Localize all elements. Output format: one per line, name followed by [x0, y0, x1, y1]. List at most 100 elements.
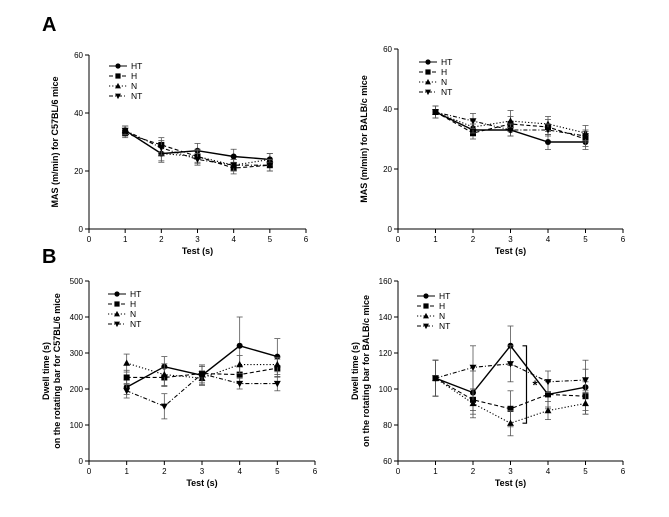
data-point — [582, 377, 589, 384]
x-tick-label: 0 — [87, 467, 92, 476]
y-tick-label: 400 — [70, 313, 84, 322]
x-tick-label: 0 — [396, 235, 401, 244]
y-tick-label: 0 — [79, 225, 84, 234]
data-point — [230, 153, 237, 160]
data-point — [123, 359, 131, 366]
x-tick-label: 3 — [508, 235, 513, 244]
data-point — [507, 117, 514, 124]
legend-marker — [115, 82, 121, 89]
chart-bottom-left: 0 1 2 3 4 5 6 0 100 200 300 400 500 Test (s) Dwell tim… — [41, 277, 318, 488]
legend-marker — [423, 293, 429, 299]
data-point — [507, 361, 514, 368]
legend-label: NT — [130, 319, 141, 329]
series-line — [126, 367, 278, 379]
x-tick-label: 5 — [268, 235, 273, 244]
data-point — [274, 353, 281, 360]
x-tick-label: 6 — [313, 467, 318, 476]
legend-marker — [115, 73, 121, 79]
data-point — [432, 109, 439, 116]
y-tick-label: 160 — [379, 277, 393, 286]
x-tick-label: 4 — [546, 467, 551, 476]
y-axis-title: MAS (m/min) for BALB/c mice — [359, 75, 369, 203]
y-tick-label: 100 — [379, 385, 393, 394]
series-nt — [432, 105, 589, 143]
legend-marker — [425, 69, 431, 75]
x-tick-label: 6 — [621, 467, 626, 476]
y-tick-label: 300 — [70, 349, 84, 358]
legend-label: N — [130, 309, 136, 319]
data-point — [160, 371, 168, 378]
data-point — [236, 380, 244, 388]
x-tick-label: 4 — [546, 235, 551, 244]
legend-label: N — [131, 81, 137, 91]
y-axis-title-line: Dwell time (s) — [41, 342, 51, 400]
legend-label: NT — [131, 91, 142, 101]
y-axis-title-line: on the rotating bar for C57BL/6 mice — [52, 293, 62, 449]
x-tick-label: 1 — [433, 467, 438, 476]
y-axis-title-line: on the rotating bar for BALB/c mice — [361, 295, 371, 447]
x-tick-label: 5 — [583, 235, 588, 244]
data-point — [194, 156, 201, 163]
data-point — [123, 374, 130, 381]
legend-marker — [423, 303, 429, 309]
legend-marker — [115, 63, 121, 69]
data-point — [121, 127, 129, 134]
x-tick-label: 6 — [304, 235, 309, 244]
x-tick-label: 2 — [159, 235, 164, 244]
legend-label: H — [130, 299, 136, 309]
legend-marker — [423, 312, 429, 319]
series-line — [124, 132, 270, 169]
y-tick-label: 0 — [388, 225, 393, 234]
data-point — [273, 360, 281, 368]
legend-label: HT — [439, 291, 450, 301]
significance-star: * — [533, 378, 539, 393]
data-point — [582, 399, 589, 407]
x-axis-title: Test (s) — [495, 246, 526, 256]
x-tick-label: 5 — [583, 467, 588, 476]
series-nt — [121, 125, 274, 172]
legend-marker — [114, 310, 120, 317]
data-point — [469, 399, 477, 407]
y-tick-label: 500 — [70, 277, 84, 286]
data-point — [432, 375, 439, 382]
x-tick-label: 6 — [621, 235, 626, 244]
data-point — [507, 127, 514, 134]
legend-label: HT — [130, 289, 141, 299]
data-point — [157, 145, 165, 152]
y-tick-label: 100 — [70, 421, 84, 430]
y-tick-label: 200 — [70, 385, 84, 394]
x-tick-label: 2 — [162, 467, 167, 476]
x-tick-label: 2 — [471, 235, 476, 244]
data-point — [507, 405, 514, 412]
data-point — [123, 388, 131, 395]
data-point — [160, 403, 168, 410]
chart-bottom-right: 0 1 2 3 4 5 6 60 80 100 120 140 160 Test (s) Dwell tim… — [350, 277, 626, 488]
y-tick-label: 80 — [383, 421, 392, 430]
x-tick-label: 2 — [471, 467, 476, 476]
legend-label: HT — [441, 57, 452, 67]
legend-label: H — [441, 67, 447, 77]
x-axis-title: Test (s) — [182, 246, 213, 256]
legend-label: N — [439, 311, 445, 321]
panel-letter-a: A — [42, 14, 57, 36]
series-line — [435, 111, 586, 134]
data-point — [230, 162, 238, 169]
data-point — [236, 342, 243, 349]
y-tick-label: 60 — [383, 45, 392, 54]
data-point — [582, 133, 589, 140]
x-tick-label: 5 — [275, 467, 280, 476]
legend-marker — [114, 301, 120, 307]
legend-label: HT — [131, 61, 142, 71]
data-point — [545, 139, 551, 145]
legend-marker — [425, 89, 431, 96]
y-tick-label: 60 — [74, 51, 83, 60]
x-axis-title: Test (s) — [186, 478, 217, 488]
y-tick-label: 120 — [379, 349, 393, 358]
x-tick-label: 3 — [508, 467, 513, 476]
data-point — [469, 118, 477, 125]
x-tick-label: 1 — [433, 235, 438, 244]
